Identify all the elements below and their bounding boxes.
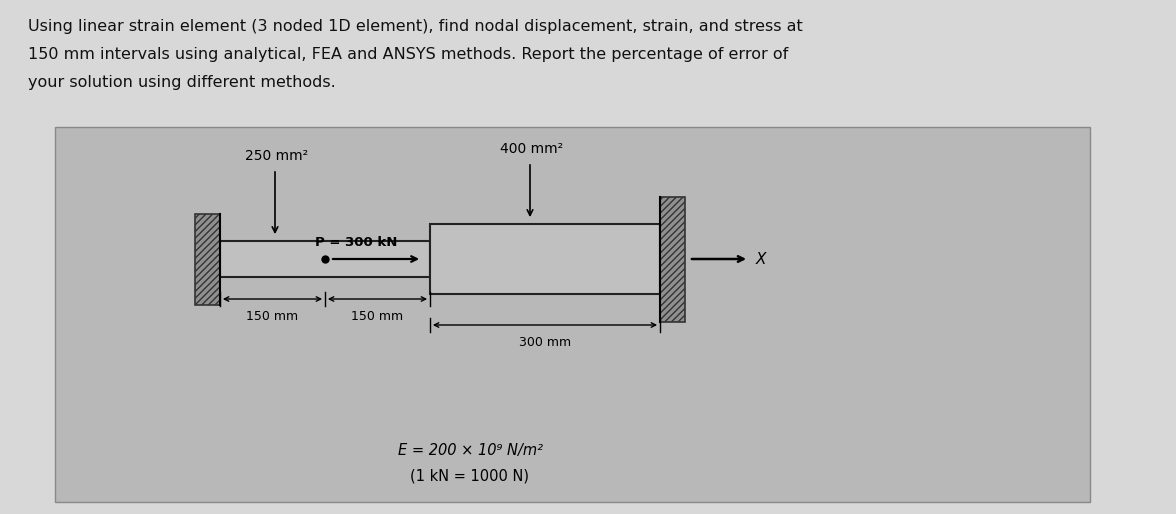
Bar (55, 127, 1090, 502)
Text: 150 mm: 150 mm (352, 310, 403, 323)
Bar (430, 224, 660, 294)
Text: your solution using different methods.: your solution using different methods. (28, 75, 336, 90)
Text: (1 kN = 1000 N): (1 kN = 1000 N) (410, 468, 529, 484)
Text: E = 200 × 10⁹ N/m²: E = 200 × 10⁹ N/m² (397, 443, 542, 457)
Text: X: X (756, 251, 767, 266)
Text: 400 mm²: 400 mm² (500, 142, 563, 156)
Text: P = 300 kN: P = 300 kN (315, 236, 397, 249)
Text: 300 mm: 300 mm (519, 336, 572, 349)
Text: 150 mm: 150 mm (247, 310, 299, 323)
Bar (660, 196, 684, 321)
Text: Using linear strain element (3 noded 1D element), find nodal displacement, strai: Using linear strain element (3 noded 1D … (28, 19, 803, 34)
Bar (220, 241, 430, 277)
Text: 150 mm intervals using analytical, FEA and ANSYS methods. Report the percentage : 150 mm intervals using analytical, FEA a… (28, 47, 788, 62)
Text: 250 mm²: 250 mm² (245, 149, 308, 163)
Bar (195, 213, 220, 304)
